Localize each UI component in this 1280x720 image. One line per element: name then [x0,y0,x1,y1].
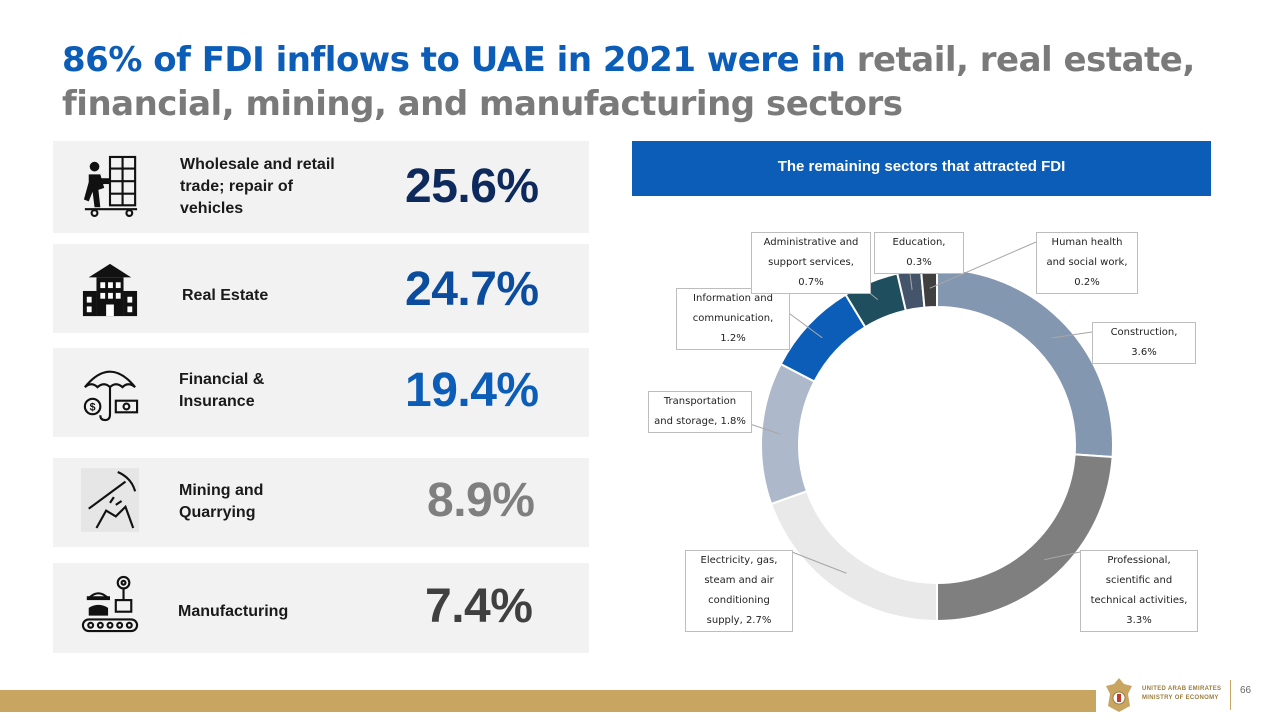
warehouse-worker-icon [83,155,138,217]
leader-line-health [929,241,1037,289]
donut-slice-health [919,267,938,309]
sector-card-mining: Mining and Quarrying 8.9% [53,458,589,547]
sector-card-manufacturing: Manufacturing 7.4% [53,563,589,653]
chart-banner: The remaining sectors that attracted FDI [632,141,1211,196]
callout-construction: Construction, 3.6% [1092,322,1196,364]
callout-transportation: Transportation and storage, 1.8% [648,391,752,433]
sector-value: 25.6% [405,160,539,213]
donut-slice-construction [936,267,1114,459]
sector-label: Financial & Insurance [179,371,265,410]
donut-slices [760,267,1114,623]
umbrella-money-icon: $ [83,370,139,422]
page-title: 86% of FDI inflows to UAE in 2021 were i… [62,38,1222,126]
uae-emblem-icon [1106,678,1132,712]
callout-professional: Professional, scientific and technical a… [1080,550,1198,632]
sector-label: Manufacturing [178,603,289,620]
callout-electricity: Electricity, gas, steam and air conditio… [685,550,793,632]
callout-health: Human health and social work, 0.2% [1036,232,1138,294]
donut-slice-transportation [760,362,816,506]
sector-value: 19.4% [405,364,539,417]
sector-card-real-estate: Real Estate 24.7% [53,244,589,333]
donut-slice-electricity [769,489,938,623]
sector-card-wholesale: Wholesale and retail trade; repair of ve… [53,141,589,233]
donut-chart [749,241,1114,623]
leader-line-electricity [791,551,847,574]
callout-education: Education, 0.3% [874,232,964,274]
callout-administrative: Administrative and support services, 0.7… [751,232,871,294]
page-number: 66 [1240,685,1252,696]
footer-org-line1: UNITED ARAB EMIRATES [1142,686,1222,692]
leader-line-construction [1051,331,1093,339]
title-rest: retail, real estate, financial, mining, … [62,40,1195,124]
footer-org-line2: MINISTRY OF ECONOMY [1142,695,1219,701]
sector-value: 24.7% [405,263,539,316]
callout-information: Information and communication, 1.2% [676,288,790,350]
sector-label: Wholesale and retail trade; repair of ve… [180,156,335,217]
sector-value: 7.4% [425,580,533,633]
title-highlight: 86% of FDI inflows to UAE in 2021 were i… [62,40,846,80]
sector-label: Real Estate [182,287,269,304]
footer-separator [1230,680,1231,710]
factory-worker-icon [81,575,139,633]
leader-line-transportation [749,423,781,435]
sector-card-financial: $ Financial & Insurance 19.4% [53,348,589,437]
footer-org: UNITED ARAB EMIRATES MINISTRY OF ECONOMY [1142,685,1221,703]
pickaxe-icon [81,468,139,532]
svg-text:$: $ [90,401,96,413]
footer-bar [0,690,1096,712]
leader-line-professional [1044,551,1081,561]
building-icon [82,263,138,317]
sector-value: 8.9% [427,474,535,527]
sector-label: Mining and Quarrying [179,482,264,521]
